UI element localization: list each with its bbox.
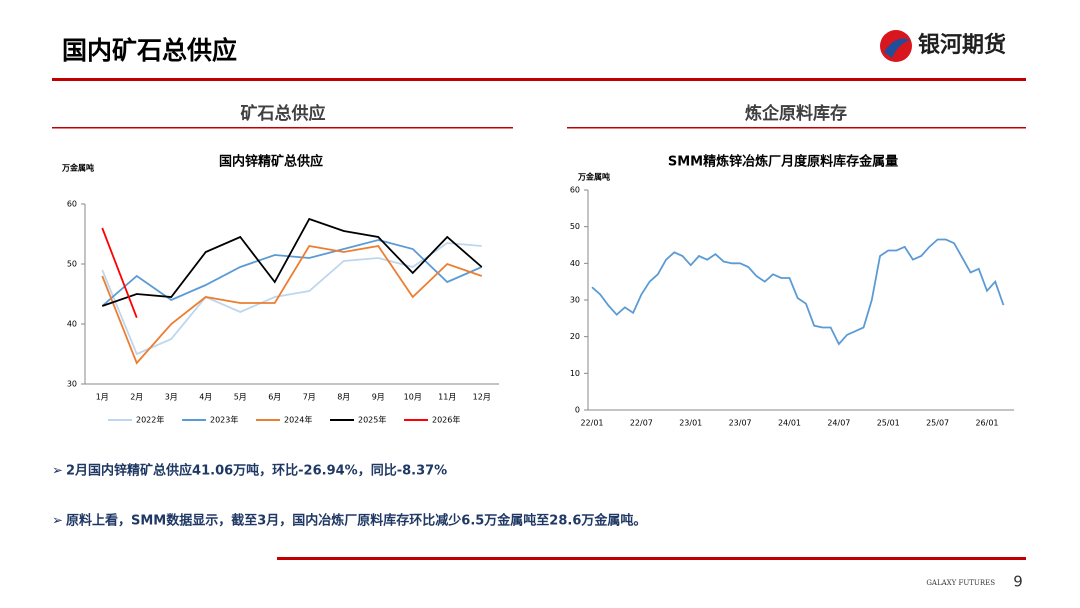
y-tick-label: 50	[570, 222, 580, 231]
y-tick-label: 60	[67, 200, 77, 209]
slide-title: 国内矿石总供应	[62, 36, 237, 65]
x-tick-label: 3月	[165, 393, 178, 402]
header-rule	[52, 78, 1026, 81]
y-axis-label: 万金属吨	[61, 163, 94, 173]
x-tick-label: 24/01	[778, 419, 801, 428]
bullet-marker: ➢	[52, 464, 63, 479]
x-tick-label: 2月	[130, 393, 143, 402]
x-tick-label: 4月	[199, 393, 212, 402]
x-tick-label: 9月	[372, 393, 385, 402]
logo-text: 银河期货	[918, 32, 1006, 58]
chart-title: SMM精炼锌冶炼厂月度原料库存金属量	[668, 154, 898, 170]
section-title: 矿石总供应	[241, 103, 326, 124]
x-tick-label: 25/07	[926, 419, 949, 428]
x-tick-label: 26/01	[975, 419, 998, 428]
footer-rule	[277, 557, 1026, 560]
logo: 银河期货	[880, 30, 1006, 62]
bullet-marker: ➢	[52, 514, 63, 529]
legend-label: 2024年	[284, 415, 312, 425]
footer-brand: GALAXY FUTURES	[926, 579, 995, 587]
series-line	[101, 217, 483, 307]
page-number: 9	[1013, 573, 1023, 591]
series-line	[591, 238, 1005, 346]
x-tick-label: 22/01	[580, 419, 603, 428]
chart-title: 国内锌精矿总供应	[219, 154, 323, 170]
y-tick-label: 30	[67, 380, 77, 389]
x-tick-label: 8月	[337, 393, 350, 402]
series-line	[101, 242, 482, 356]
legend-label: 2023年	[210, 415, 238, 425]
y-tick-label: 10	[570, 369, 580, 378]
y-tick-label: 50	[67, 260, 77, 269]
x-tick-label: 12月	[473, 393, 491, 402]
y-tick-label: 60	[570, 186, 580, 195]
x-tick-label: 11月	[438, 393, 456, 402]
y-tick-label: 40	[570, 259, 580, 268]
bullet: 原料上看，SMM数据显示，截至3月，国内冶炼厂原料库存环比减少6.5万金属吨至2…	[66, 513, 646, 529]
series-line	[101, 245, 483, 365]
y-tick-label: 40	[67, 320, 77, 329]
x-tick-label: 24/07	[827, 419, 850, 428]
x-tick-label: 7月	[303, 393, 316, 402]
y-axis-label: 万金属吨	[577, 172, 610, 182]
x-tick-label: 5月	[234, 393, 247, 402]
section-title: 炼企原料库存	[745, 103, 847, 124]
section-rule	[52, 127, 513, 129]
bullet: 2月国内锌精矿总供应41.06万吨，环比-26.94%，同比-8.37%	[66, 463, 447, 479]
y-tick-label: 30	[570, 296, 580, 305]
x-tick-label: 10月	[404, 393, 422, 402]
logo-swoosh	[884, 38, 910, 58]
legend-label: 2022年	[136, 415, 164, 425]
x-tick-label: 22/07	[630, 419, 653, 428]
y-tick-label: 0	[575, 406, 580, 415]
section-rule	[567, 127, 1026, 129]
x-tick-label: 25/01	[877, 419, 900, 428]
legend-label: 2026年	[432, 415, 460, 425]
x-tick-label: 23/01	[679, 419, 702, 428]
y-tick-label: 20	[570, 332, 580, 341]
series-line	[101, 227, 138, 318]
legend-label: 2025年	[358, 415, 386, 425]
x-tick-label: 23/07	[729, 419, 752, 428]
x-tick-label: 1月	[96, 393, 109, 402]
x-tick-label: 6月	[268, 393, 281, 402]
